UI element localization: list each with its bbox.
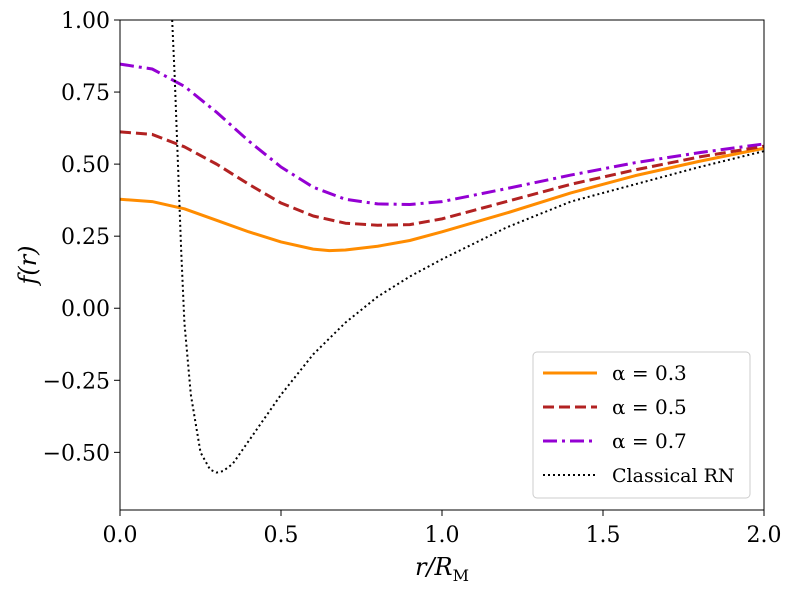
y-tick-label: 1.00 bbox=[61, 9, 110, 34]
y-tick-label: 0.00 bbox=[61, 297, 110, 322]
legend: α = 0.3 α = 0.5 α = 0.7 Classical RN bbox=[532, 351, 751, 499]
y-axis-title: f(r) bbox=[14, 245, 42, 286]
x-tick-label: 0.0 bbox=[103, 523, 138, 548]
series-line-3 bbox=[171, 20, 764, 474]
x-tick-label: 2.0 bbox=[747, 523, 782, 548]
y-tick-label: 0.75 bbox=[61, 81, 110, 106]
series-line-0 bbox=[120, 146, 764, 253]
y-tick-label: 0.50 bbox=[61, 153, 110, 178]
legend-label-1: α = 0.5 bbox=[612, 395, 687, 419]
series-line-1 bbox=[120, 130, 764, 227]
y-tick-label: −0.25 bbox=[43, 369, 110, 394]
series-layer bbox=[120, 20, 764, 474]
x-tick-label: 0.5 bbox=[264, 523, 299, 548]
series-line-2 bbox=[120, 62, 764, 206]
x-axis-title-main: r/R bbox=[415, 553, 453, 581]
legend-label-0: α = 0.3 bbox=[612, 361, 687, 385]
ticks-layer: 0.0 0.5 1.0 1.5 2.0 1.00 0.75 0.50 0.25 0.00 −0.25… bbox=[43, 9, 782, 548]
y-tick-label: 0.25 bbox=[61, 225, 110, 250]
legend-frame bbox=[532, 351, 751, 499]
x-axis-title-subscript: M bbox=[453, 566, 469, 585]
y-tick-label: −0.50 bbox=[43, 441, 110, 466]
legend-label-2: α = 0.7 bbox=[612, 429, 687, 453]
x-tick-label: 1.0 bbox=[425, 523, 460, 548]
x-axis-title: r/RM bbox=[415, 553, 469, 585]
x-tick-label: 1.5 bbox=[586, 523, 621, 548]
legend-label-3: Classical RN bbox=[612, 465, 735, 487]
